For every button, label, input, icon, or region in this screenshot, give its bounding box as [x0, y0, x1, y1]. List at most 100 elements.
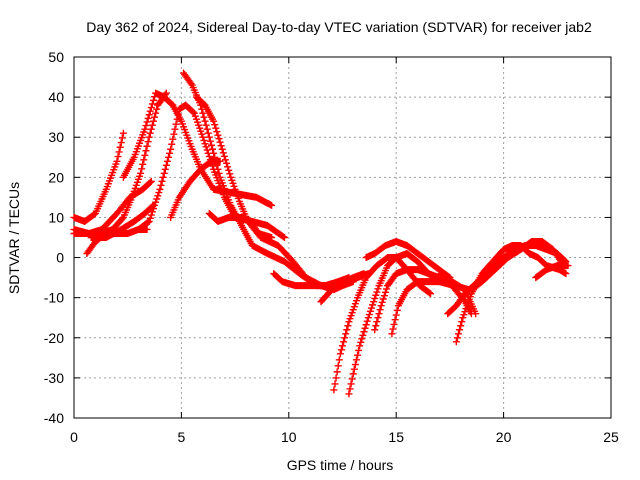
data-point [268, 201, 276, 209]
data-point [383, 285, 391, 293]
y-axis: -40 -30 -20 -10 0 10 20 30 40 50 [44, 49, 611, 426]
data-point [167, 145, 175, 153]
data-point [214, 165, 222, 173]
data-point [335, 356, 343, 364]
data-point [157, 181, 165, 189]
data-point [141, 151, 149, 159]
data-point [392, 311, 400, 319]
data-point [162, 161, 170, 169]
data-point [358, 335, 366, 343]
series-track-1 [70, 129, 127, 225]
data-point [377, 302, 385, 310]
data-point [378, 298, 386, 306]
data-point [119, 129, 127, 137]
data-point [427, 290, 435, 298]
data-point [114, 153, 122, 161]
series-track-6 [119, 89, 276, 209]
data-point [453, 334, 461, 342]
data-point [344, 322, 352, 330]
data-point [158, 177, 166, 185]
data-point [159, 173, 167, 181]
data-point [148, 100, 156, 108]
data-point [380, 292, 388, 300]
data-point [199, 109, 207, 117]
data-point [350, 365, 358, 373]
data-point [149, 96, 157, 104]
data-point [217, 142, 225, 150]
data-point [189, 108, 197, 116]
data-point [153, 105, 161, 113]
data-point [359, 331, 367, 339]
data-point [472, 310, 480, 318]
data-point [160, 169, 168, 177]
data-point [224, 163, 232, 171]
data-point [370, 298, 378, 306]
data-point [143, 142, 151, 150]
data-point [216, 157, 224, 165]
data-point [146, 107, 154, 115]
data-point [200, 136, 208, 144]
x-tick-label: 10 [281, 429, 297, 445]
data-point [145, 111, 153, 119]
data-point [218, 145, 226, 153]
y-tick-label: 0 [56, 250, 64, 266]
data-point [118, 215, 126, 223]
data-point [214, 131, 222, 139]
data-point [201, 140, 209, 148]
data-point [381, 288, 389, 296]
data-point [279, 233, 287, 241]
data-point [333, 368, 341, 376]
data-point [205, 152, 213, 160]
data-point [355, 346, 363, 354]
data-point [281, 234, 289, 241]
data-point [163, 157, 171, 165]
data-point [354, 351, 362, 359]
data-point [139, 160, 147, 168]
data-point [562, 270, 570, 278]
data-point [166, 149, 174, 157]
x-tick-label: 0 [70, 429, 78, 445]
data-point [226, 170, 234, 178]
data-point [342, 330, 350, 338]
data-point [564, 262, 572, 270]
series-track-5 [87, 201, 157, 241]
data-point [165, 153, 173, 161]
data-point [115, 148, 123, 156]
y-axis-label: SDTVAR / TECUs [6, 182, 22, 294]
data-point [219, 149, 227, 157]
data-point [210, 117, 218, 125]
data-point [146, 214, 154, 222]
data-point [390, 320, 398, 328]
data-point [371, 326, 379, 334]
data-point [202, 143, 210, 151]
data-point [347, 380, 355, 388]
data-point [141, 125, 149, 133]
data-point [116, 143, 124, 151]
data-point [339, 342, 346, 350]
x-tick-label: 25 [603, 429, 619, 445]
data-point [149, 117, 157, 125]
data-point [362, 321, 370, 329]
data-point [152, 198, 160, 206]
x-axis: 0 5 10 15 20 25 [70, 57, 619, 445]
data-point [215, 169, 223, 177]
data-point [457, 322, 465, 330]
data-point [149, 205, 157, 213]
data-point [202, 121, 210, 129]
data-point [171, 125, 179, 133]
data-point [372, 322, 380, 330]
data-point [142, 122, 150, 130]
data-point [220, 152, 228, 160]
x-tick-label: 5 [178, 429, 186, 445]
data-point [388, 330, 396, 338]
data-point [113, 157, 121, 165]
data-points [70, 69, 572, 398]
data-point [334, 362, 342, 370]
x-tick-label: 20 [496, 429, 512, 445]
y-tick-label: -20 [44, 330, 64, 346]
data-point [373, 318, 381, 326]
data-point [211, 121, 219, 129]
data-point [357, 338, 365, 346]
data-point [343, 326, 351, 334]
